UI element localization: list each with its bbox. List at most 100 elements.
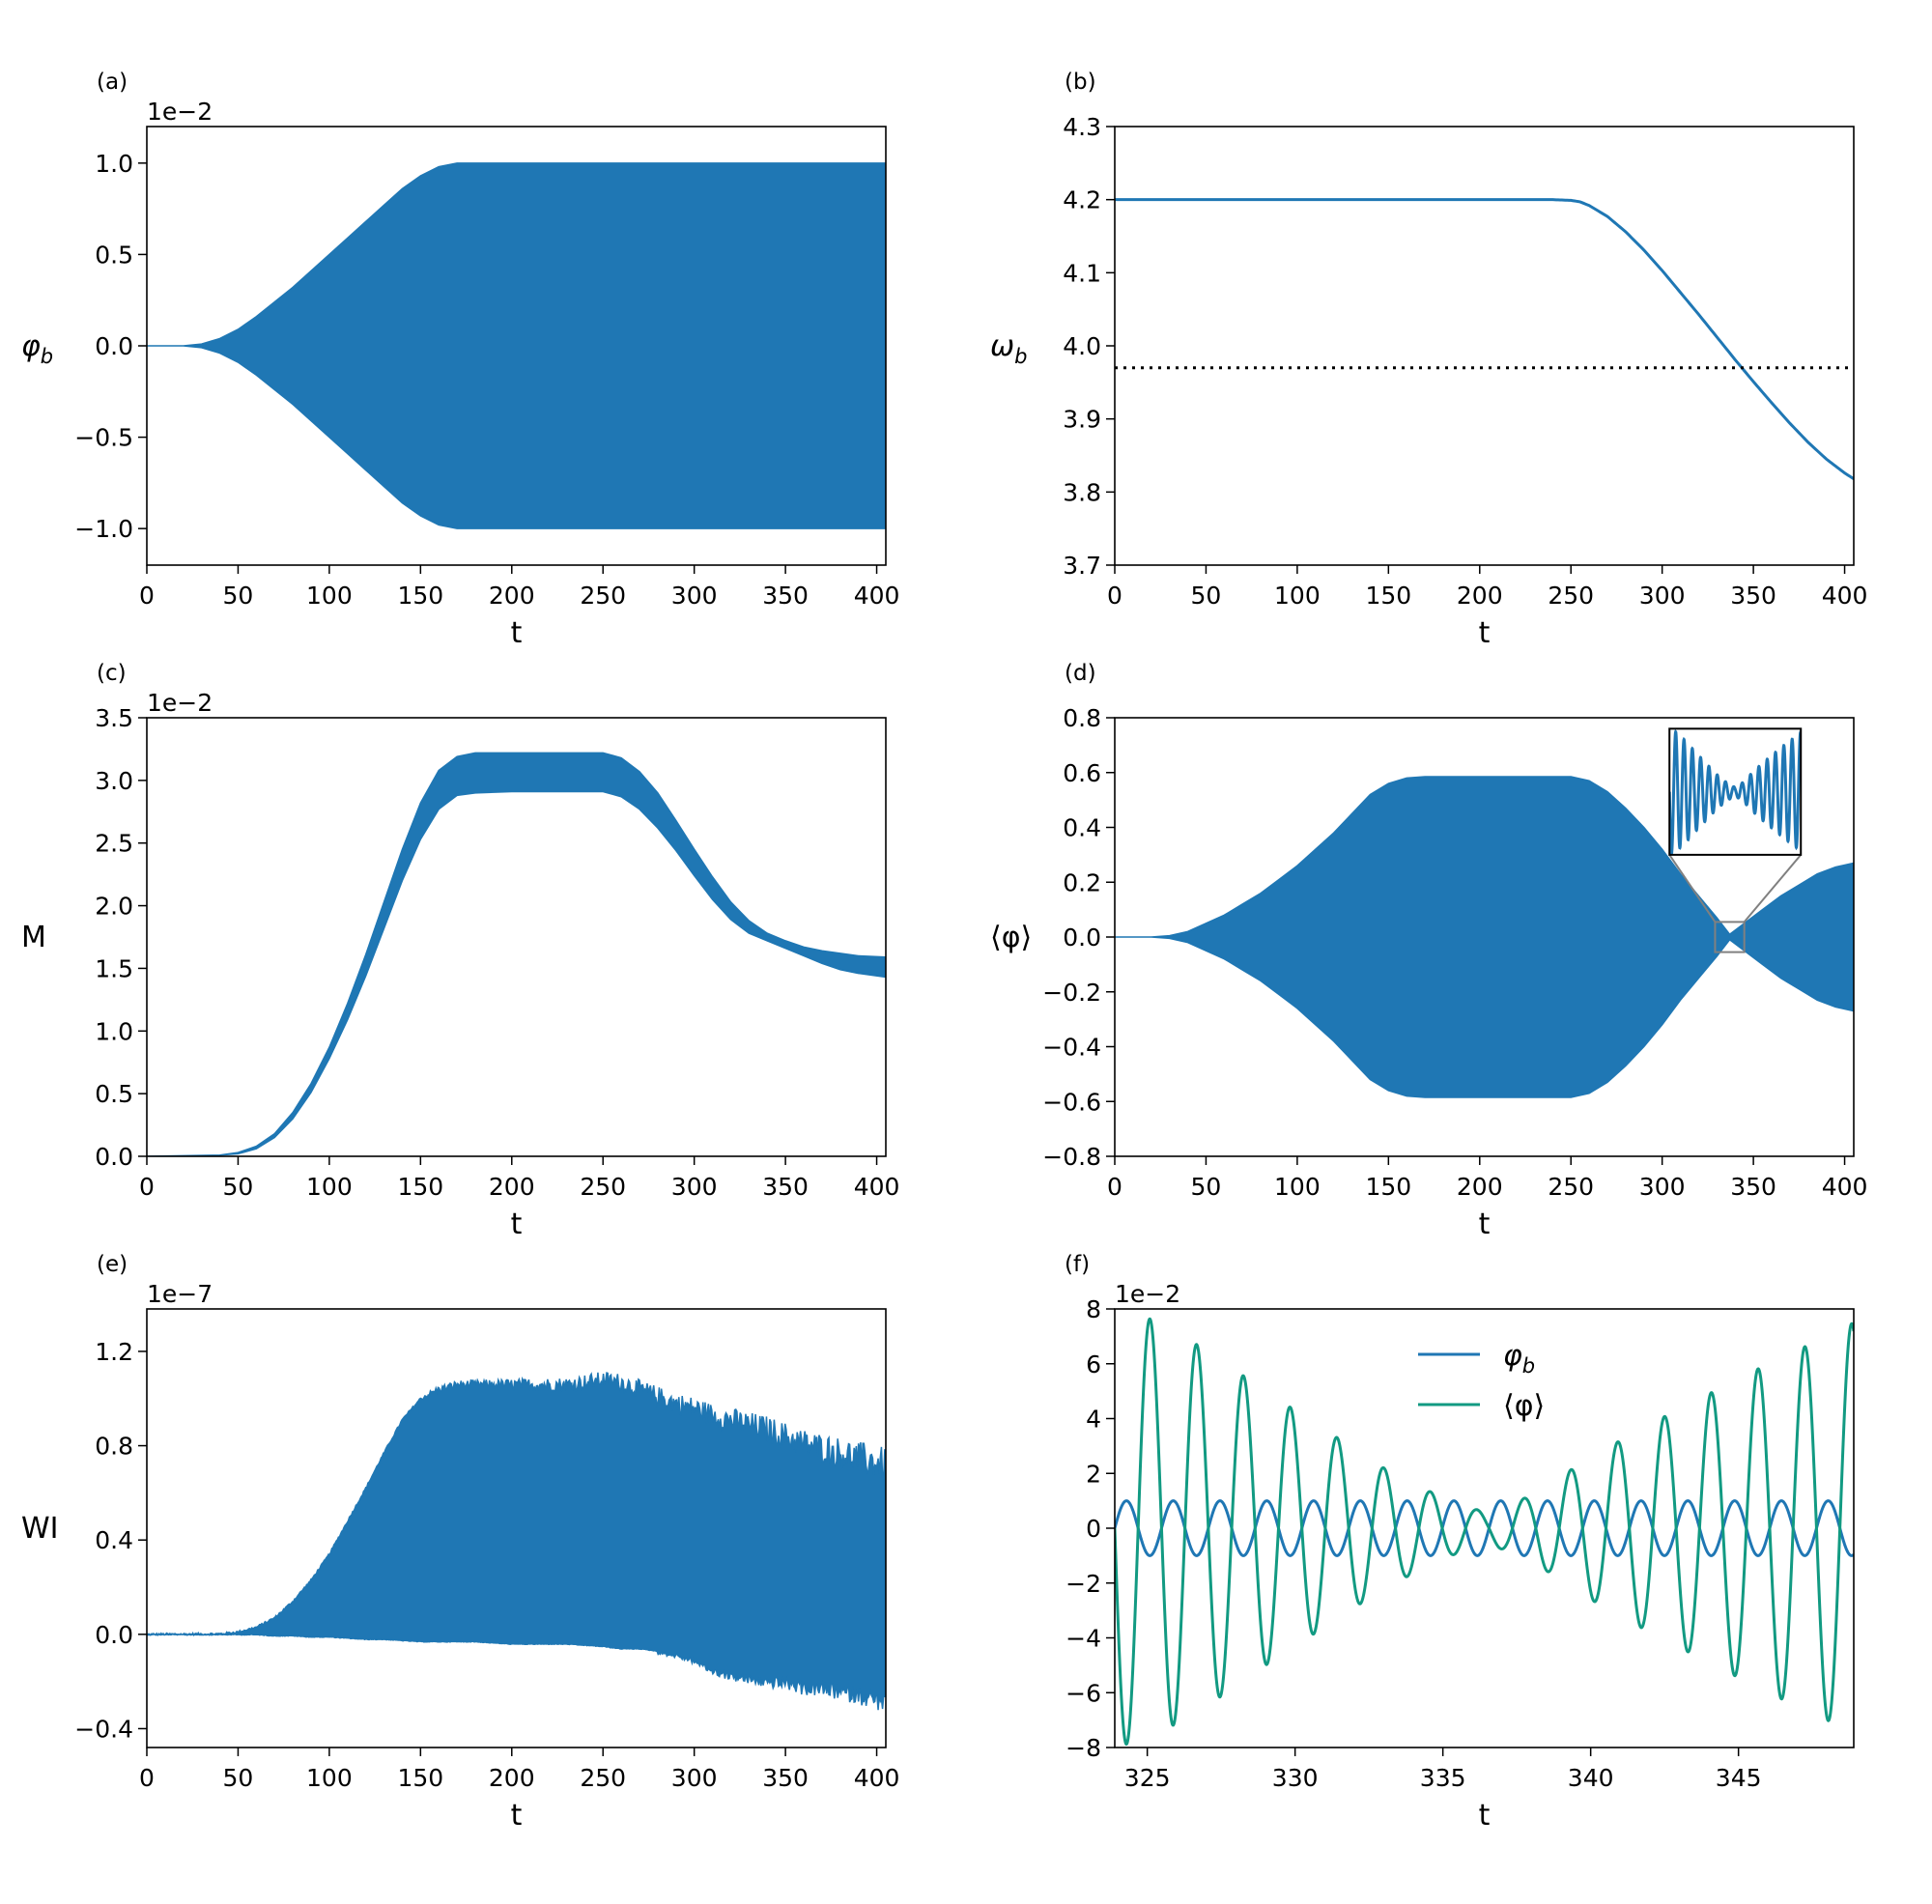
- y-tick-label: 0.8: [95, 1433, 133, 1461]
- y-scale-offset: 1e−7: [147, 1280, 213, 1308]
- y-tick-label: 3.8: [1063, 478, 1101, 506]
- x-tick-label: 0: [139, 1764, 155, 1792]
- y-tick-label: −2: [1065, 1570, 1101, 1598]
- y-tick-label: 0.0: [95, 1621, 133, 1649]
- y-axis-label: WI: [21, 1512, 59, 1546]
- x-tick-label: 150: [1365, 1173, 1411, 1201]
- x-tick-label: 150: [1365, 582, 1411, 610]
- x-axis-label: t: [511, 1208, 523, 1241]
- panel-a: 0 50 100 150 200 250 300 350 400 −1.0 −0.5 0.0 0.5 1.…: [21, 70, 899, 650]
- x-tick-label: 0: [139, 1173, 155, 1201]
- x-tick-label: 100: [1274, 1173, 1321, 1201]
- x-tick-label: 340: [1568, 1764, 1614, 1792]
- y-tick-label: 0.5: [95, 241, 133, 269]
- panel-c: 0 50 100 150 200 250 300 350 400 0.0 0.5 1.0 1.5 2.0 2…: [21, 661, 899, 1241]
- x-axis-label: t: [1479, 1799, 1491, 1833]
- y-axis-label-sub: b: [41, 345, 53, 368]
- x-tick-label: 300: [671, 582, 718, 610]
- panel-label: (c): [97, 661, 127, 686]
- y-tick-label: 0.2: [1063, 868, 1101, 896]
- y-tick-label: 6: [1086, 1350, 1101, 1378]
- legend-label-phi-mean: ⟨φ⟩: [1503, 1389, 1545, 1423]
- y-tick-label: −0.2: [1042, 979, 1101, 1007]
- x-tick-label: 50: [223, 582, 254, 610]
- x-axis-label: t: [511, 616, 523, 650]
- x-tick-label: 330: [1272, 1764, 1319, 1792]
- series-envelope-c: [147, 752, 886, 1156]
- y-tick-label: 4: [1086, 1406, 1101, 1434]
- x-tick-label: 0: [1107, 582, 1122, 610]
- series-line-phi-mean: [1115, 1317, 1854, 1747]
- x-tick-label: 250: [580, 1764, 626, 1792]
- plot-area: [147, 1372, 886, 1711]
- y-tick-label: 8: [1086, 1295, 1101, 1323]
- y-tick-label: 0.0: [95, 332, 133, 360]
- x-tick-label: 200: [489, 1173, 535, 1201]
- plot-area: [147, 162, 886, 529]
- y-axis-label-main: ⟨φ⟩: [990, 921, 1032, 954]
- y-axis-label: M: [21, 921, 46, 954]
- x-tick-label: 250: [1548, 1173, 1594, 1201]
- y-tick-label: −1.0: [74, 515, 133, 543]
- y-tick-label: 0.5: [95, 1080, 133, 1108]
- x-tick-label: 250: [580, 1173, 626, 1201]
- x-tick-label: 335: [1420, 1764, 1466, 1792]
- panel-f: 325 330 335 340 345 −8 −6 −4 −2 0 2 4 6 8 t (f) 1e−2 φb ⟨φ…: [1065, 1252, 1855, 1833]
- axes-frame: [146, 1308, 887, 1748]
- y-tick-label: 1.2: [95, 1338, 133, 1366]
- y-axis-label: ωb: [990, 329, 1027, 368]
- x-tick-label: 50: [1191, 1173, 1222, 1201]
- y-scale-offset: 1e−2: [1115, 1280, 1180, 1308]
- inset-plot: [1669, 728, 1802, 855]
- inset-connector-right: [1743, 854, 1802, 924]
- x-tick-label: 50: [223, 1764, 254, 1792]
- x-tick-label: 350: [762, 582, 809, 610]
- x-tick-label: 400: [854, 1173, 900, 1201]
- y-tick-label: 0.6: [1063, 759, 1101, 787]
- plot-area: [1115, 1317, 1854, 1747]
- panel-label: (e): [97, 1252, 128, 1277]
- panel-d: 0 50 100 150 200 250 300 350 400 −0.8 −0.6 −0.4 −0.2…: [990, 661, 1867, 1241]
- x-tick-label: 0: [139, 582, 155, 610]
- inset-series-line: [1669, 728, 1802, 855]
- panel-label: (f): [1065, 1252, 1090, 1277]
- x-tick-label: 200: [489, 582, 535, 610]
- y-axis-label-main: φ: [21, 329, 41, 363]
- x-axis-label: t: [1479, 616, 1491, 650]
- y-tick-label: −0.6: [1042, 1088, 1101, 1116]
- series-envelope-e: [147, 1372, 886, 1711]
- x-tick-label: 0: [1107, 1173, 1122, 1201]
- y-tick-label: −8: [1065, 1734, 1101, 1762]
- x-tick-label: 250: [580, 582, 626, 610]
- series-envelope-a: [147, 162, 886, 529]
- y-tick-label: −6: [1065, 1679, 1101, 1707]
- y-tick-label: 4.1: [1063, 259, 1101, 287]
- series-line-phi-b: [1115, 1499, 1854, 1557]
- x-tick-label: 300: [671, 1173, 718, 1201]
- x-tick-label: 400: [854, 1764, 900, 1792]
- series-envelope-d: [1115, 776, 1854, 1098]
- x-tick-label: 350: [1730, 1173, 1776, 1201]
- y-tick-label: 4.3: [1063, 113, 1101, 141]
- legend-label-sub: b: [1522, 1354, 1535, 1378]
- y-tick-label: 0.0: [95, 1143, 133, 1171]
- panel-label: (d): [1065, 661, 1096, 686]
- x-tick-label: 400: [1822, 1173, 1868, 1201]
- y-tick-label: −0.4: [1042, 1034, 1101, 1062]
- x-tick-label: 200: [1457, 1173, 1503, 1201]
- x-tick-label: 325: [1124, 1764, 1171, 1792]
- x-tick-label: 50: [1191, 582, 1222, 610]
- y-scale-offset: 1e−2: [147, 98, 213, 126]
- y-tick-label: −0.5: [74, 424, 133, 452]
- y-tick-label: 1.0: [95, 1017, 133, 1045]
- inset-frame: [1668, 727, 1803, 856]
- y-scale-offset: 1e−2: [147, 689, 213, 717]
- x-tick-label: 300: [671, 1764, 718, 1792]
- x-tick-label: 350: [1730, 582, 1776, 610]
- x-tick-label: 200: [1457, 582, 1503, 610]
- panel-e: 0 50 100 150 200 250 300 350 400 −0.4 0.0 0.4 0.8 1.2…: [21, 1252, 899, 1833]
- x-tick-label: 300: [1639, 1173, 1686, 1201]
- y-tick-label: 3.7: [1063, 552, 1101, 580]
- plot-area: [1115, 198, 1854, 480]
